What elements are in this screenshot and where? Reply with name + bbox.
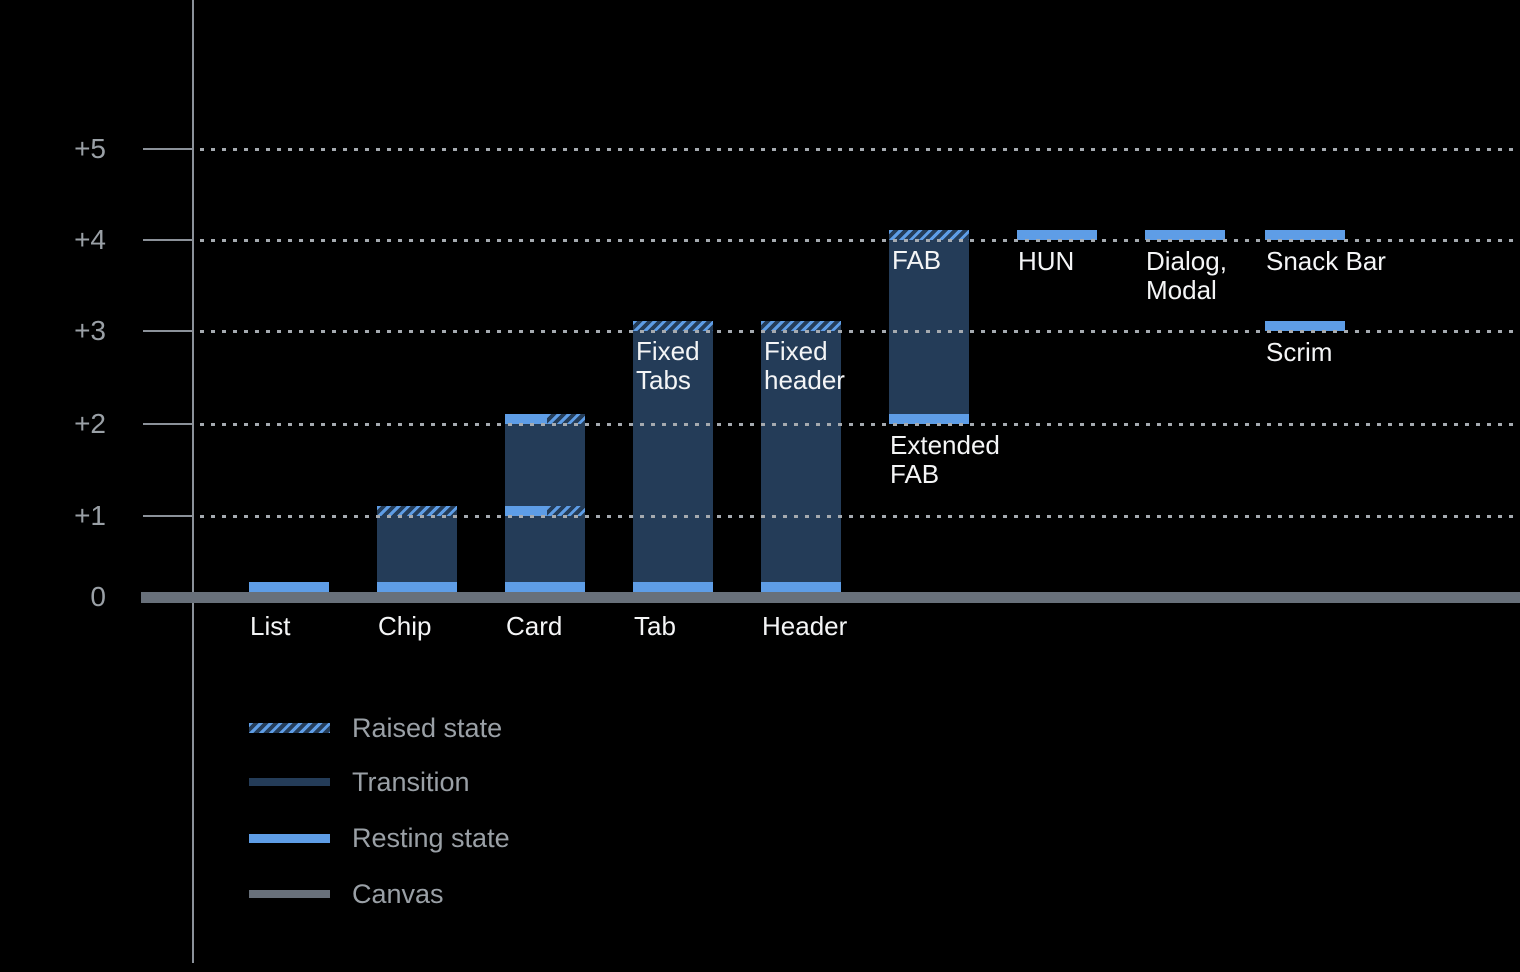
- dotted-gridline: [200, 148, 1520, 151]
- y-axis-tick: [143, 239, 193, 241]
- bar-label-hun: HUN: [1018, 246, 1075, 276]
- bar-label-card: Card: [506, 611, 563, 641]
- y-tick-label: 0: [90, 581, 106, 612]
- bar-segment-resting-card: [505, 582, 585, 592]
- bar-segment-resting-header: [761, 582, 841, 592]
- bar-segment-raised-chip: [377, 506, 457, 516]
- legend-swatch-raised: [249, 723, 330, 733]
- y-tick-label: +1: [74, 500, 106, 531]
- bar-segment-raised-header: [761, 321, 841, 331]
- bar-segment-transition-extended-fab: [889, 240, 969, 414]
- bar-label-list: List: [250, 611, 291, 641]
- bar-segment-raised-extended-fab: [889, 230, 969, 240]
- bar-inner-label-extended-fab: FAB: [892, 245, 942, 275]
- legend-item-canvas: Canvas: [249, 879, 444, 909]
- legend-item-raised: Raised state: [249, 713, 502, 743]
- bar-segment-resting-dialog-modal: [1145, 230, 1225, 240]
- bar-inner-label-tab: Fixed Tabs: [636, 336, 700, 395]
- y-axis-tick: [143, 515, 193, 517]
- legend-label: Raised state: [352, 712, 503, 743]
- legend-swatch-canvas: [249, 890, 330, 898]
- bar-segment-transition-card: [505, 516, 585, 582]
- bar-label-chip: Chip: [378, 611, 432, 641]
- bar-segment-transition-chip: [377, 516, 457, 582]
- bar-label-dialog-modal: Dialog, Modal: [1146, 246, 1227, 305]
- bar-segment-resting-list: [249, 582, 329, 592]
- legend-swatch-transition: [249, 778, 330, 786]
- dotted-gridline: [200, 515, 1520, 518]
- dotted-gridline: [200, 239, 1520, 242]
- y-tick-label: +3: [74, 315, 106, 346]
- bar-segment-resting-snack-bar: [1265, 230, 1345, 240]
- bar-segment-transition-header: [761, 331, 841, 582]
- bar-segment-transition-card: [505, 424, 585, 506]
- bar-inner-label-header: Fixed header: [764, 336, 845, 395]
- bar-segment-transition-tab: [633, 331, 713, 582]
- y-axis-tick: [143, 330, 193, 332]
- bar-segment-resting-tab: [633, 582, 713, 592]
- legend-label: Resting state: [352, 822, 510, 853]
- dotted-gridline: [200, 423, 1520, 426]
- bar-segment-split-card: [505, 414, 585, 424]
- raised-part: [547, 414, 585, 424]
- bar-segment-split-card: [505, 506, 585, 516]
- legend-swatch-resting: [249, 833, 330, 843]
- y-axis-tick: [143, 423, 193, 425]
- bar-label-tab: Tab: [634, 611, 676, 641]
- legend-item-transition: Transition: [249, 767, 470, 797]
- dotted-gridline: [200, 330, 1520, 333]
- y-axis-line: [192, 0, 194, 963]
- canvas-baseline: [141, 592, 1520, 603]
- legend-label: Canvas: [352, 878, 444, 909]
- y-tick-label: +4: [74, 224, 106, 255]
- bar-segment-resting-extended-fab: [889, 414, 969, 424]
- resting-part: [505, 414, 548, 424]
- y-tick-label: +5: [74, 133, 106, 164]
- y-axis-tick: [143, 148, 193, 150]
- raised-part: [547, 506, 585, 516]
- resting-part: [505, 506, 548, 516]
- legend-label: Transition: [352, 766, 470, 797]
- y-tick-label: +2: [74, 408, 106, 439]
- bar-label-snack-bar: Snack Bar: [1266, 246, 1386, 276]
- bar-label-extended-fab: Extended FAB: [890, 430, 1000, 489]
- bar-segment-resting-hun: [1017, 230, 1097, 240]
- bar-segment-raised-tab: [633, 321, 713, 331]
- bar-label-scrim: Scrim: [1266, 337, 1333, 367]
- bar-segment-resting-chip: [377, 582, 457, 592]
- legend-item-resting: Resting state: [249, 823, 510, 853]
- bar-label-header: Header: [762, 611, 848, 641]
- bar-segment-resting-scrim: [1265, 321, 1345, 331]
